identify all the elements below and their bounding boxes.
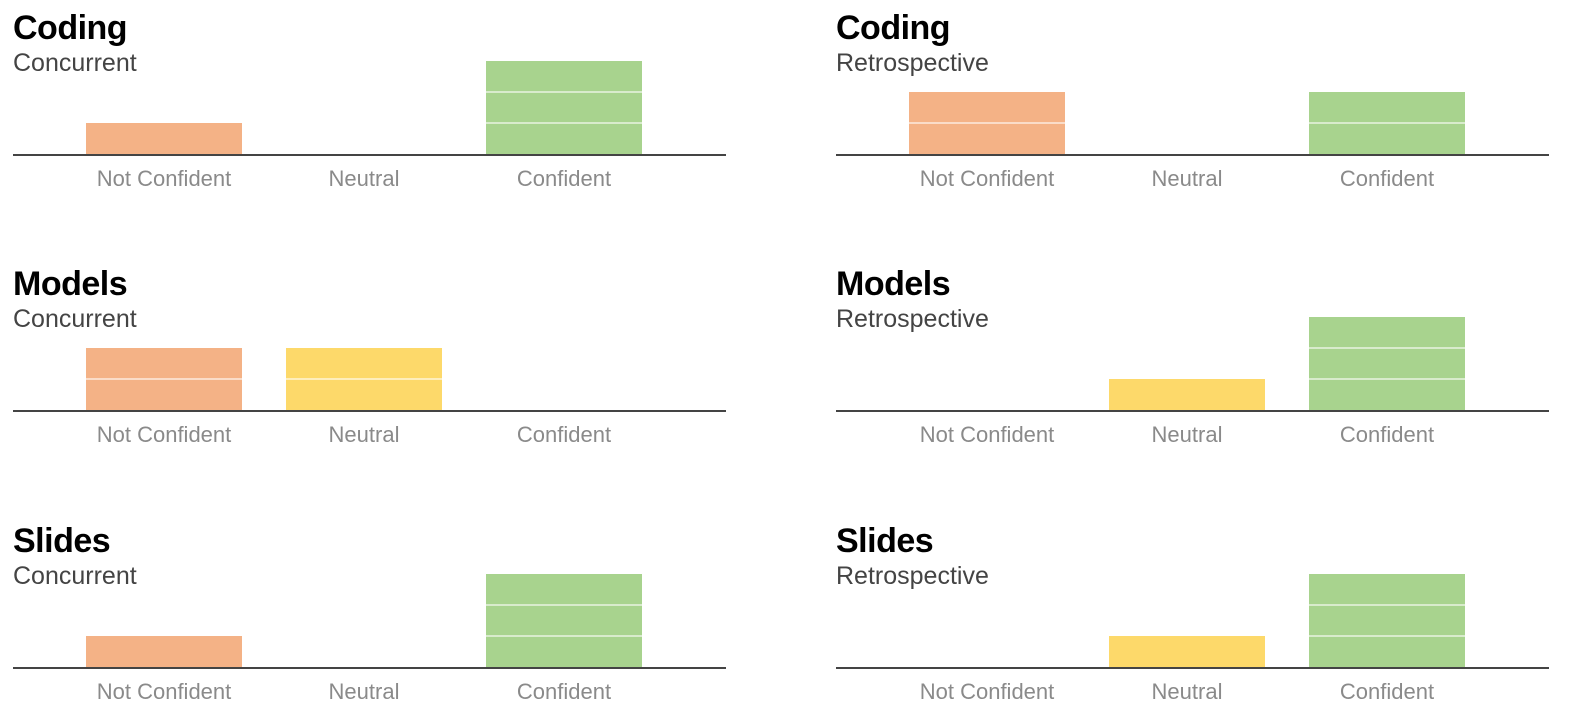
label-confident: Confident bbox=[1339, 166, 1435, 191]
x-axis-line bbox=[836, 410, 1549, 412]
x-axis-line bbox=[13, 410, 726, 412]
label-neutral: Neutral bbox=[328, 166, 400, 191]
label-neutral: Neutral bbox=[1151, 166, 1223, 191]
chart-panel-coding-retrospective: Coding Retrospective Not Confident Neutra… bbox=[836, 0, 1566, 210]
bar-segment-divider bbox=[1309, 122, 1465, 124]
bar-segment-divider bbox=[1309, 604, 1465, 606]
bar-segment-divider bbox=[1309, 635, 1465, 637]
chart-panel-models-retrospective: Models Retrospective Not Confident Neutra… bbox=[836, 256, 1566, 466]
chart-title: Slides bbox=[836, 522, 934, 560]
chart-subtitle: Retrospective bbox=[836, 49, 989, 77]
x-axis-line bbox=[836, 667, 1549, 669]
bar-neutral bbox=[1109, 636, 1265, 667]
bar-segment-divider bbox=[486, 122, 642, 124]
label-neutral: Neutral bbox=[1151, 422, 1223, 447]
label-neutral: Neutral bbox=[1151, 679, 1223, 704]
label-not-confident: Not Confident bbox=[919, 166, 1055, 191]
bar-confident bbox=[1309, 92, 1465, 154]
chart-subtitle: Concurrent bbox=[13, 562, 137, 590]
label-neutral: Neutral bbox=[328, 679, 400, 704]
chart-panel-coding-concurrent: Coding Concurrent Not Confident Neutral Co… bbox=[13, 0, 743, 210]
chart-title: Models bbox=[13, 265, 128, 303]
label-not-confident: Not Confident bbox=[96, 422, 232, 447]
chart-subtitle: Retrospective bbox=[836, 562, 989, 590]
chart-title: Slides bbox=[13, 522, 111, 560]
x-axis-line bbox=[13, 154, 726, 156]
bar-confident bbox=[486, 574, 642, 667]
label-confident: Confident bbox=[1339, 422, 1435, 447]
bar-confident bbox=[486, 61, 642, 154]
label-confident: Confident bbox=[516, 679, 612, 704]
chart-title: Coding bbox=[836, 9, 951, 47]
label-not-confident: Not Confident bbox=[96, 679, 232, 704]
label-not-confident: Not Confident bbox=[919, 679, 1055, 704]
chart-panel-slides-retrospective: Slides Retrospective Not Confident Neutra… bbox=[836, 513, 1566, 723]
chart-panel-models-concurrent: Models Concurrent Not Confident Neutral Co… bbox=[13, 256, 743, 466]
bar-not-confident bbox=[86, 123, 242, 154]
label-confident: Confident bbox=[516, 166, 612, 191]
bar-not-confident bbox=[909, 92, 1065, 154]
label-confident: Confident bbox=[516, 422, 612, 447]
bar-segment-divider bbox=[486, 91, 642, 93]
chart-subtitle: Concurrent bbox=[13, 49, 137, 77]
bar-not-confident bbox=[86, 636, 242, 667]
chart-title: Models bbox=[836, 265, 951, 303]
label-not-confident: Not Confident bbox=[919, 422, 1055, 447]
bar-segment-divider bbox=[909, 122, 1065, 124]
bar-segment-divider bbox=[286, 378, 442, 380]
chart-title: Coding bbox=[13, 9, 128, 47]
bar-neutral bbox=[286, 348, 442, 410]
bar-segment-divider bbox=[486, 635, 642, 637]
label-confident: Confident bbox=[1339, 679, 1435, 704]
label-not-confident: Not Confident bbox=[96, 166, 232, 191]
bar-segment-divider bbox=[1309, 378, 1465, 380]
chart-panel-slides-concurrent: Slides Concurrent Not Confident Neutral Co… bbox=[13, 513, 743, 723]
label-neutral: Neutral bbox=[328, 422, 400, 447]
x-axis-line bbox=[836, 154, 1549, 156]
bar-confident bbox=[1309, 574, 1465, 667]
bar-segment-divider bbox=[86, 378, 242, 380]
bar-segment-divider bbox=[1309, 347, 1465, 349]
bar-neutral bbox=[1109, 379, 1265, 410]
chart-subtitle: Retrospective bbox=[836, 305, 989, 333]
x-axis-line bbox=[13, 667, 726, 669]
bar-confident bbox=[1309, 317, 1465, 410]
bar-segment-divider bbox=[486, 604, 642, 606]
bar-not-confident bbox=[86, 348, 242, 410]
chart-subtitle: Concurrent bbox=[13, 305, 137, 333]
